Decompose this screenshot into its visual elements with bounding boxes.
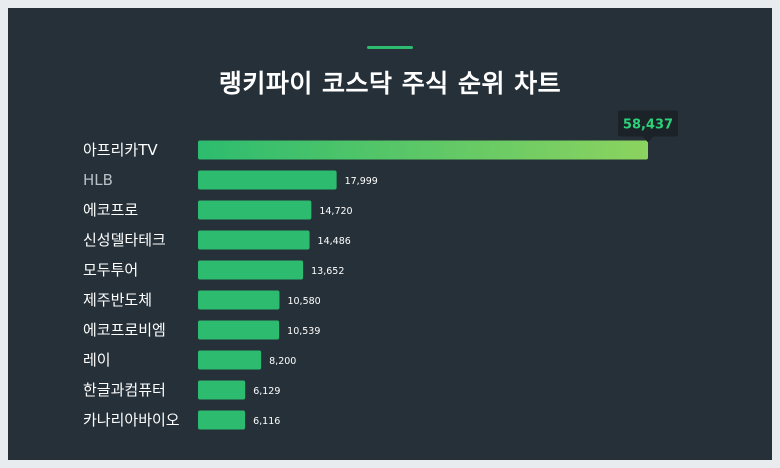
bar [198, 140, 648, 160]
bar [198, 230, 310, 250]
value-label: 17,999 [345, 176, 378, 187]
value-label: 6,116 [253, 416, 280, 427]
category-label: 에코프로비엠 [83, 321, 166, 339]
bar [198, 320, 280, 340]
value-label: 14,720 [319, 206, 352, 217]
category-label: 에코프로 [83, 201, 138, 219]
value-label: 10,580 [287, 296, 320, 307]
chart-title: 랭키파이 코스닥 주식 순위 차트 [218, 69, 562, 98]
value-callout-pointer [643, 136, 653, 143]
chart-panel: 랭키파이 코스닥 주식 순위 차트 아프리카TV 58,437 HLB 17,999 에… [8, 8, 772, 460]
value-label: 10,539 [287, 326, 320, 337]
category-label: 한글과컴퓨터 [83, 381, 166, 399]
value-label: 6,129 [253, 386, 280, 397]
bar [198, 290, 280, 310]
category-label: 레이 [83, 351, 111, 369]
bar-chart: 아프리카TV 58,437 HLB 17,999 에코프로 14,720 신성델타테크 14,… [83, 110, 678, 430]
bar [198, 200, 312, 220]
category-label: 신성델타테크 [83, 231, 166, 249]
category-label: HLB [83, 171, 113, 189]
category-label: 모두투어 [83, 261, 138, 279]
value-label: 8,200 [269, 356, 296, 367]
title-accent-line [367, 46, 413, 49]
bar [198, 350, 262, 370]
value-label: 14,486 [318, 236, 351, 247]
value-label: 13,652 [311, 266, 344, 277]
value-callout-box [618, 110, 678, 137]
value-label: 58,437 [623, 118, 673, 133]
category-label: 카나리아바이오 [83, 411, 180, 429]
bar [198, 380, 246, 400]
bar [198, 260, 304, 280]
bar [198, 170, 337, 190]
category-label: 제주반도체 [83, 291, 152, 309]
bar [198, 410, 246, 430]
category-label: 아프리카TV [83, 141, 158, 159]
